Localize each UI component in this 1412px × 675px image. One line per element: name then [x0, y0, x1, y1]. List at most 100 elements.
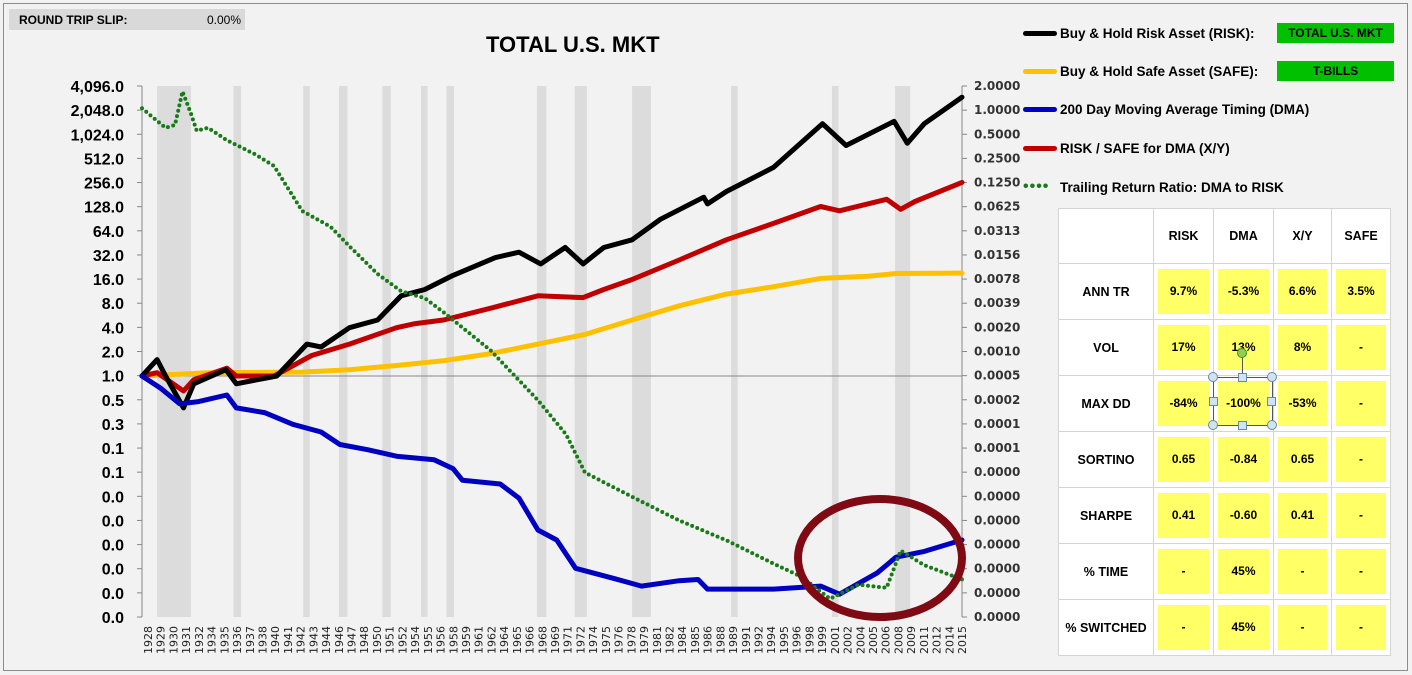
- resize-handle[interactable]: [1208, 372, 1218, 382]
- left-tick-label: 0.1: [102, 465, 124, 482]
- value-text: 3.5%: [1336, 269, 1386, 314]
- recession-band: [382, 86, 391, 617]
- value-cell[interactable]: 3.5%: [1331, 263, 1391, 320]
- right-tick-label: 0.0625: [974, 200, 1020, 214]
- right-tick-label: 0.0156: [974, 248, 1020, 262]
- value-cell[interactable]: -53%: [1273, 375, 1332, 432]
- value-text: 0.41: [1158, 493, 1209, 538]
- value-text: -100%: [1218, 381, 1269, 426]
- value-cell[interactable]: 17%: [1153, 319, 1214, 376]
- resize-handle[interactable]: [1267, 372, 1277, 382]
- value-cell[interactable]: 9.7%: [1153, 263, 1214, 320]
- selected-shape[interactable]: [1213, 377, 1273, 426]
- x-tick-label: 1961: [473, 626, 486, 654]
- right-tick-label: 0.0000: [974, 562, 1020, 576]
- x-tick-label: 1976: [613, 626, 626, 654]
- right-tick-label: 0.2500: [974, 151, 1020, 165]
- right-tick-label: 0.0005: [974, 369, 1020, 383]
- right-tick-label: 0.0001: [974, 417, 1020, 431]
- resize-handle[interactable]: [1238, 373, 1247, 382]
- x-tick-label: 2014: [943, 626, 956, 654]
- resize-handle[interactable]: [1267, 397, 1276, 406]
- x-tick-label: 1975: [600, 626, 613, 654]
- risk-asset-badge[interactable]: TOTAL U.S. MKT: [1277, 23, 1394, 43]
- rotate-handle[interactable]: [1237, 348, 1247, 358]
- safe-asset-badge[interactable]: T-BILLS: [1277, 61, 1394, 81]
- x-tick-label: 2015: [956, 626, 969, 654]
- table-row: MAX DD -84% -100% -53% -: [1058, 375, 1391, 432]
- right-tick-label: 0.0000: [974, 538, 1020, 552]
- value-cell[interactable]: -: [1331, 543, 1391, 600]
- value-cell[interactable]: -: [1331, 599, 1391, 656]
- value-cell[interactable]: -: [1331, 319, 1391, 376]
- value-text: -0.84: [1218, 437, 1269, 482]
- x-tick-label: 1929: [155, 626, 168, 654]
- value-cell[interactable]: -0.60: [1213, 487, 1274, 544]
- value-cell[interactable]: -: [1273, 599, 1332, 656]
- value-cell[interactable]: 0.65: [1273, 431, 1332, 488]
- value-cell[interactable]: -: [1331, 487, 1391, 544]
- value-cell[interactable]: -84%: [1153, 375, 1214, 432]
- x-tick-label: 1994: [765, 626, 778, 654]
- row-label: % TIME: [1058, 543, 1154, 600]
- right-tick-label: 0.0000: [974, 489, 1020, 503]
- x-tick-label: 1966: [524, 626, 537, 654]
- left-tick-label: 256.0: [84, 176, 124, 193]
- left-tick-label: 32.0: [93, 248, 124, 265]
- x-tick-label: 1991: [740, 626, 753, 654]
- row-label: VOL: [1058, 319, 1154, 376]
- round-trip-slip[interactable]: ROUND TRIP SLIP: 0.00%: [9, 9, 245, 30]
- value-cell[interactable]: 0.41: [1153, 487, 1214, 544]
- value-text: -: [1336, 605, 1386, 650]
- row-label: ANN TR: [1058, 263, 1154, 320]
- stats-table: RISK DMA X/Y SAFE ANN TR 9.7% -5.3% 6.6% 3.5…: [1058, 208, 1391, 656]
- x-tick-label: 1950: [371, 626, 384, 654]
- value-cell[interactable]: -: [1331, 375, 1391, 432]
- resize-handle[interactable]: [1267, 420, 1277, 430]
- right-tick-label: 0.0001: [974, 441, 1020, 455]
- resize-handle[interactable]: [1209, 397, 1218, 406]
- value-cell[interactable]: 45%: [1213, 599, 1274, 656]
- value-cell[interactable]: 0.41: [1273, 487, 1332, 544]
- resize-handle[interactable]: [1238, 421, 1247, 430]
- series-line-ratio: [140, 89, 964, 601]
- header-cell: RISK: [1153, 208, 1214, 264]
- value-cell[interactable]: -: [1331, 431, 1391, 488]
- x-tick-label: 1998: [803, 626, 816, 654]
- left-tick-label: 0.0: [102, 610, 124, 627]
- right-tick-label: 0.0039: [974, 296, 1020, 310]
- value-cell[interactable]: -: [1153, 599, 1214, 656]
- value-cell[interactable]: 45%: [1213, 543, 1274, 600]
- value-cell[interactable]: 0.65: [1153, 431, 1214, 488]
- value-cell[interactable]: -: [1153, 543, 1214, 600]
- value-text: 6.6%: [1278, 269, 1327, 314]
- header-cell: DMA: [1213, 208, 1274, 264]
- row-label: % SWITCHED: [1058, 599, 1154, 656]
- x-tick-label: 1989: [727, 626, 740, 654]
- value-text: -: [1336, 381, 1386, 426]
- legend-dma: 200 Day Moving Average Timing (DMA): [1023, 99, 1309, 119]
- x-tick-label: 1946: [333, 626, 346, 654]
- value-cell[interactable]: 8%: [1273, 319, 1332, 376]
- value-cell[interactable]: 6.6%: [1273, 263, 1332, 320]
- slip-value[interactable]: 0.00%: [207, 13, 242, 27]
- value-text: 0.65: [1158, 437, 1209, 482]
- legend-swatch-safe: [1023, 68, 1057, 74]
- x-tick-label: 1959: [460, 626, 473, 654]
- x-tick-label: 1958: [447, 626, 460, 654]
- x-tick-label: 1935: [218, 626, 231, 654]
- table-row: ANN TR 9.7% -5.3% 6.6% 3.5%: [1058, 263, 1391, 320]
- value-text: 0.65: [1278, 437, 1327, 482]
- table-row: % TIME -45% - -: [1058, 543, 1391, 600]
- series-line-xy: [139, 179, 965, 394]
- value-text: -: [1336, 325, 1386, 370]
- resize-handle[interactable]: [1208, 420, 1218, 430]
- value-cell[interactable]: -5.3%: [1213, 263, 1274, 320]
- x-tick-label: 1934: [206, 626, 219, 654]
- value-cell[interactable]: -0.84: [1213, 431, 1274, 488]
- x-tick-label: 1944: [320, 626, 333, 654]
- annotation-ellipse[interactable]: [794, 495, 966, 621]
- value-cell[interactable]: -: [1273, 543, 1332, 600]
- x-tick-label: 1931: [180, 626, 193, 654]
